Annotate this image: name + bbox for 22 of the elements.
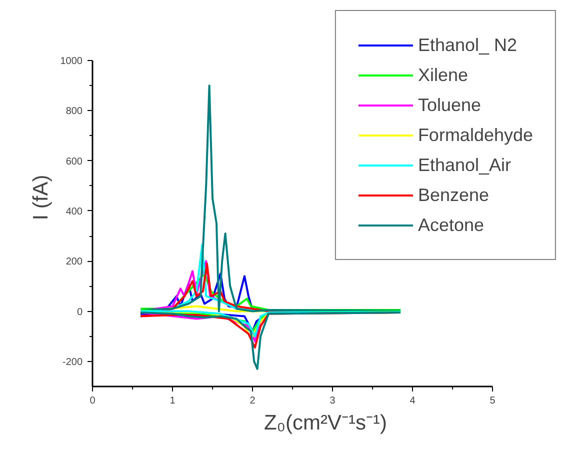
x-tick-label: 3 xyxy=(330,396,336,406)
y-tick-label: 1000 xyxy=(60,56,83,67)
x-tick-label: 1 xyxy=(170,396,176,406)
legend-label: Xilene xyxy=(418,64,468,86)
legend-label: Toluene xyxy=(418,94,481,116)
x-tick-label: 4 xyxy=(410,396,416,406)
y-tick-label: 600 xyxy=(66,156,83,168)
y-tick-label: 800 xyxy=(66,106,83,118)
x-tick-label: 5 xyxy=(490,396,496,406)
legend-label: Formaldehyde xyxy=(418,124,533,147)
y-tick-label: 0 xyxy=(76,306,83,318)
x-tick-label: 0 xyxy=(90,396,96,406)
x-tick-label: 2 xyxy=(250,396,256,406)
y-tick-label: 200 xyxy=(66,256,83,268)
y-axis-title: I (fA) xyxy=(29,174,52,220)
legend-label: Ethanol_ N2 xyxy=(418,34,518,56)
x-axis-title: Z₀(cm²V⁻¹s⁻¹) xyxy=(264,412,388,434)
legend-label: Acetone xyxy=(418,214,484,236)
legend-label: Ethanol_Air xyxy=(418,154,511,176)
y-tick-label: -200 xyxy=(62,356,83,368)
y-tick-label: 400 xyxy=(66,206,83,218)
legend-label: Benzene xyxy=(418,184,489,206)
